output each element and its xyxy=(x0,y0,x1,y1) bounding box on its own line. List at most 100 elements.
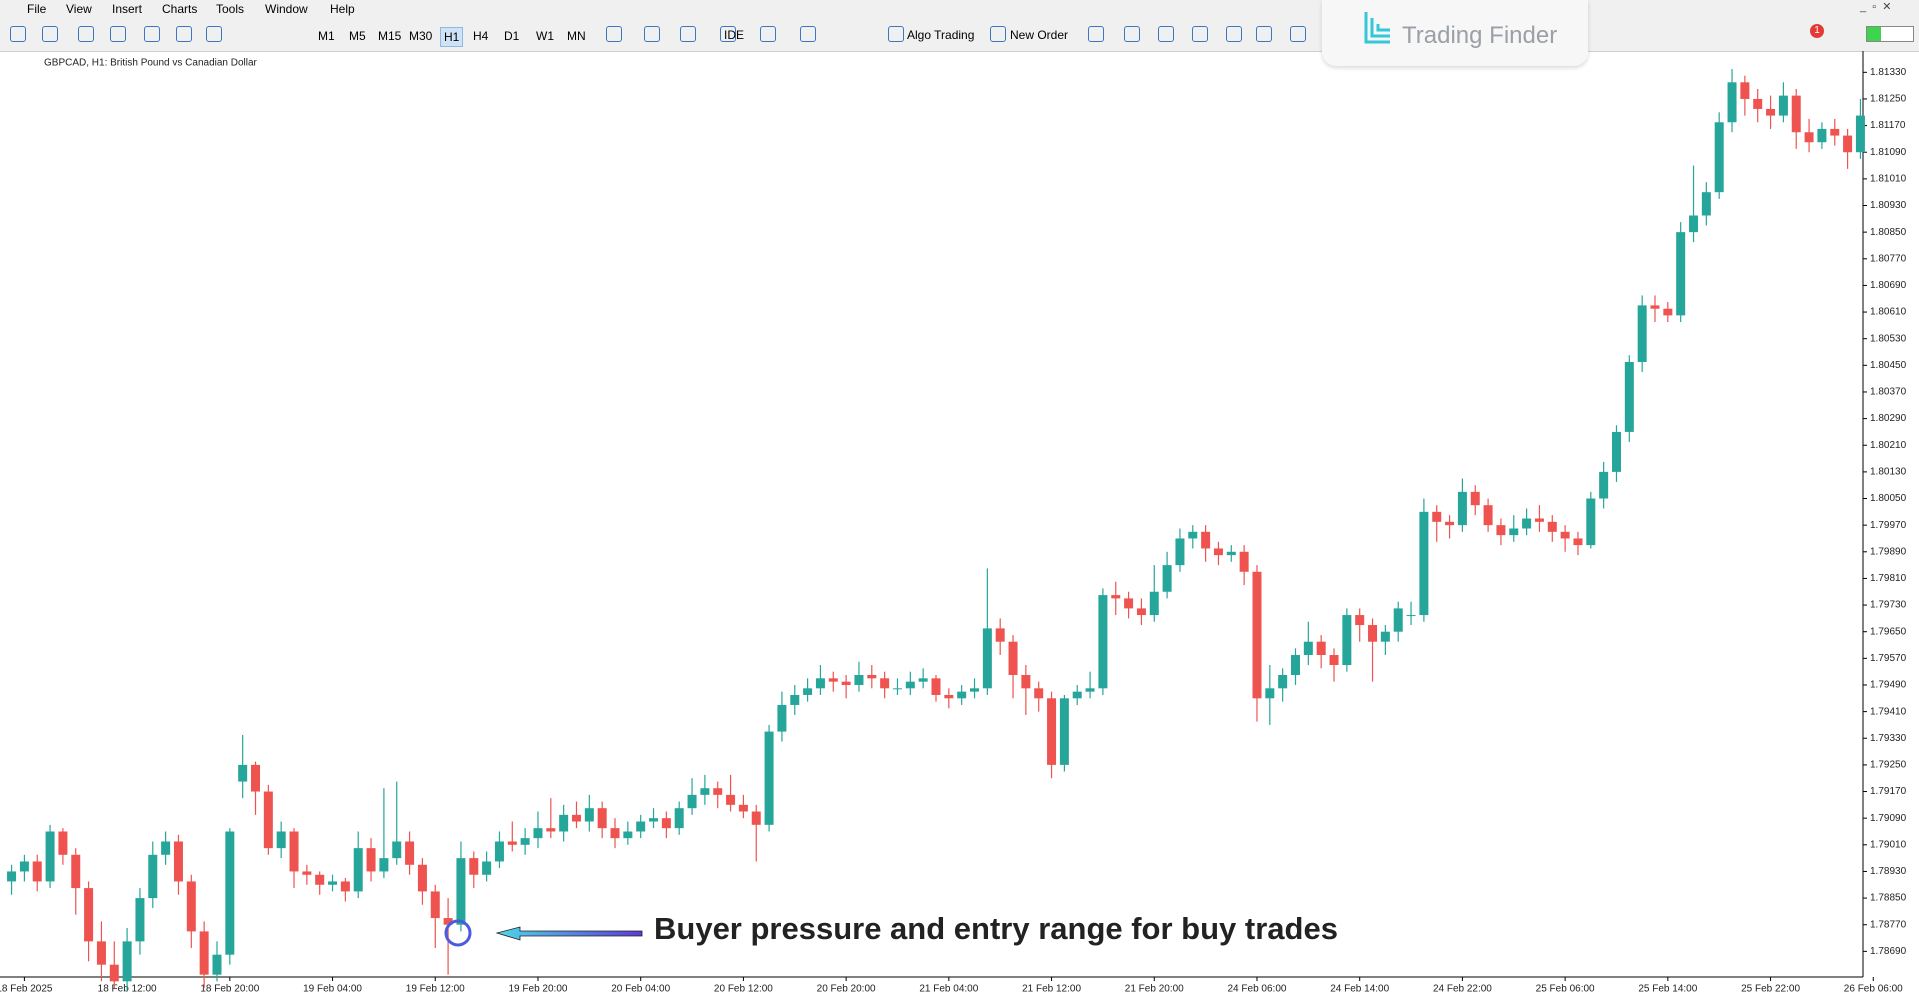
timeframe-button[interactable]: MN xyxy=(567,29,586,43)
tool-icon[interactable] xyxy=(720,26,736,42)
candle-body xyxy=(764,731,774,825)
candle-body xyxy=(1162,565,1172,592)
candle-body xyxy=(1727,82,1737,123)
candle-body xyxy=(430,891,440,919)
candle-body xyxy=(1740,82,1750,99)
y-tick-label: 1.79650 xyxy=(1870,626,1907,637)
candle-body xyxy=(469,858,479,875)
candle-body xyxy=(199,931,209,975)
tool-icon[interactable] xyxy=(644,26,660,42)
x-tick-label: 18 Feb 20:00 xyxy=(200,984,259,995)
tool-icon[interactable] xyxy=(1158,26,1174,42)
candle-body xyxy=(623,831,633,839)
x-tick-label: 20 Feb 04:00 xyxy=(611,984,670,995)
x-tick-label: 25 Feb 06:00 xyxy=(1536,984,1595,995)
tool-icon[interactable] xyxy=(1088,26,1104,42)
candle-body xyxy=(738,804,748,812)
notification-badge[interactable]: 1 xyxy=(1810,24,1824,38)
y-tick-label: 1.79330 xyxy=(1870,733,1907,744)
tool-icon[interactable] xyxy=(110,26,126,42)
candle-body xyxy=(1265,688,1275,699)
candle-body xyxy=(533,828,543,839)
candle-body xyxy=(661,818,671,829)
x-tick-label: 24 Feb 14:00 xyxy=(1330,984,1389,995)
timeframe-button[interactable]: H1 xyxy=(440,27,464,47)
candle-body xyxy=(186,881,196,932)
menu-item[interactable]: View xyxy=(66,2,92,16)
timeframe-button[interactable]: M1 xyxy=(318,29,335,43)
tool-icon[interactable] xyxy=(10,26,26,42)
candle-body xyxy=(982,628,992,689)
menu-item[interactable]: Window xyxy=(265,2,308,16)
timeframe-button[interactable]: M5 xyxy=(349,29,366,43)
tool-icon[interactable] xyxy=(606,26,622,42)
menu-bar: File View Insert Charts Tools Window Help xyxy=(0,0,1919,17)
tool-icon[interactable] xyxy=(144,26,160,42)
y-tick-label: 1.79250 xyxy=(1870,760,1907,771)
entry-circle xyxy=(444,919,472,947)
tool-icon[interactable] xyxy=(1124,26,1140,42)
candle-body xyxy=(892,688,902,690)
candle-body xyxy=(1021,674,1031,689)
menu-item[interactable]: Charts xyxy=(162,2,198,16)
tool-icon[interactable] xyxy=(990,26,1006,42)
timeframe-button[interactable]: W1 xyxy=(536,29,554,43)
menu-item[interactable]: Help xyxy=(330,2,355,16)
candle-body xyxy=(1534,518,1544,522)
candle-body xyxy=(559,814,569,832)
candle-body xyxy=(1522,518,1532,529)
x-tick-label: 25 Feb 22:00 xyxy=(1741,984,1800,995)
toolbar: M1 M5 M15 M30 H1 H4 D1 W1 MN IDE Algo Trading New O… xyxy=(0,17,1919,52)
menu-item[interactable]: Tools xyxy=(216,2,245,16)
signal-bar xyxy=(1866,26,1914,42)
candle-body xyxy=(482,861,492,875)
candle-body xyxy=(841,681,851,685)
candle-body xyxy=(443,918,453,925)
timeframe-button[interactable]: H4 xyxy=(473,29,489,43)
candle-body xyxy=(32,861,42,882)
tool-icon[interactable] xyxy=(888,26,904,42)
timeframe-button[interactable]: D1 xyxy=(504,29,520,43)
tool-icon[interactable] xyxy=(206,26,222,42)
y-tick-label: 1.80690 xyxy=(1870,280,1907,291)
menu-item[interactable]: File xyxy=(27,2,47,16)
tool-icon[interactable] xyxy=(1226,26,1242,42)
candle-body xyxy=(1290,655,1300,675)
x-tick-label: 20 Feb 12:00 xyxy=(714,984,773,995)
candle-body xyxy=(1663,308,1673,316)
tool-icon[interactable] xyxy=(760,26,776,42)
y-tick-label: 1.79810 xyxy=(1870,573,1907,584)
toolbar-button[interactable]: New Order xyxy=(1010,28,1069,42)
candle-body xyxy=(1547,521,1557,532)
y-tick-label: 1.78770 xyxy=(1870,919,1907,930)
timeframe-button[interactable]: M30 xyxy=(409,29,433,43)
tool-icon[interactable] xyxy=(1256,26,1272,42)
candle-body xyxy=(713,788,723,795)
tool-icon[interactable] xyxy=(680,26,696,42)
candle-body xyxy=(276,831,286,849)
candle-body xyxy=(328,881,338,885)
timeframe-button[interactable]: M15 xyxy=(378,29,402,43)
toolbar-button[interactable]: Algo Trading xyxy=(907,28,975,42)
candle-body xyxy=(405,841,415,865)
candle-body xyxy=(7,871,17,882)
candle-body xyxy=(1843,135,1853,153)
candle-body xyxy=(1624,361,1634,432)
candle-body xyxy=(58,831,68,855)
tool-icon[interactable] xyxy=(176,26,192,42)
candle-body xyxy=(1098,595,1108,689)
candle-body xyxy=(1445,521,1455,526)
candle-body xyxy=(1419,511,1429,616)
tool-icon[interactable] xyxy=(1192,26,1208,42)
menu-item[interactable]: Insert xyxy=(112,2,143,16)
window-controls[interactable]: _ ▫ ✕ xyxy=(1860,1,1892,13)
tool-icon[interactable] xyxy=(42,26,58,42)
candle-body xyxy=(1368,625,1378,642)
candle-body xyxy=(148,854,158,899)
tool-icon[interactable] xyxy=(800,26,816,42)
tool-icon[interactable] xyxy=(78,26,94,42)
toolbar-button[interactable]: IDE xyxy=(724,28,745,42)
tool-icon[interactable] xyxy=(1290,26,1306,42)
candle-body xyxy=(1432,511,1442,522)
candle-body xyxy=(867,674,877,679)
